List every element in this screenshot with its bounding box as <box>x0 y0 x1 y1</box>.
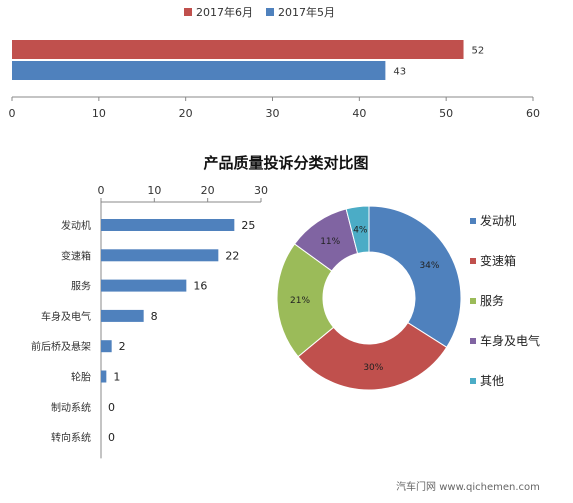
donut-legend-label: 变速箱 <box>480 253 516 268</box>
donut-slice-1 <box>297 321 448 391</box>
donut-slice-0 <box>368 205 462 348</box>
donut-slice-label: 21% <box>290 296 310 306</box>
bar-5 <box>101 370 107 383</box>
bar-category-label: 发动机 <box>61 219 91 232</box>
top-x-tick-label: 10 <box>92 107 106 120</box>
top-x-tick-label: 50 <box>439 107 453 120</box>
complaint-share-donut-chart: 34% 30% 21% 11% 4% <box>276 205 462 391</box>
top-x-tick-label: 20 <box>179 107 193 120</box>
top-comparison-chart: 52 43 0 10 20 30 40 50 60 <box>9 40 540 120</box>
legend-swatch-june <box>184 8 192 16</box>
bar-2 <box>101 279 187 292</box>
bar-value-label: 25 <box>241 219 255 232</box>
top-x-tick-label: 40 <box>352 107 366 120</box>
complaint-category-bar-chart: 0 10 20 30 发动机 25 变速箱 22 服务 16 车身及电气 8 前后桥及悬架 2 轮胎 1 制动系… <box>31 184 268 459</box>
bar-x-tick-label: 10 <box>147 184 161 197</box>
bar-0 <box>101 219 235 231</box>
bar-value-label: 2 <box>119 340 126 353</box>
donut-legend-swatch <box>470 338 476 344</box>
bar-3 <box>101 309 144 322</box>
legend-label-june: 2017年6月 <box>196 5 253 19</box>
bar-category-label: 制动系统 <box>51 401 91 414</box>
donut-legend-swatch <box>470 258 476 264</box>
bar-category-label: 变速箱 <box>61 249 91 262</box>
top-legend: 2017年6月 2017年5月 <box>184 5 335 19</box>
top-x-tick-label: 60 <box>526 107 540 120</box>
top-x-tick-label: 0 <box>9 107 16 120</box>
legend-label-may: 2017年5月 <box>278 5 335 19</box>
bar-value-label: 16 <box>193 280 207 293</box>
chart-title: 产品质量投诉分类对比图 <box>203 154 368 172</box>
donut-legend-label: 车身及电气 <box>480 333 540 348</box>
watermark: 汽车门网 www.qichemen.com <box>396 480 540 493</box>
donut-slice-2 <box>276 243 335 358</box>
donut-legend-label: 服务 <box>480 293 504 308</box>
top-bar-1 <box>12 61 386 80</box>
bar-1 <box>101 249 219 262</box>
bar-category-label: 服务 <box>71 280 91 293</box>
donut-slice-label: 11% <box>320 237 340 247</box>
top-bar-value-1: 43 <box>393 67 406 78</box>
bar-x-tick-label: 20 <box>201 184 215 197</box>
donut-legend-swatch <box>470 378 476 384</box>
bar-x-tick-label: 0 <box>98 184 105 197</box>
donut-slice-label: 30% <box>363 363 383 373</box>
bar-value-label: 0 <box>108 431 115 444</box>
donut-legend-swatch <box>470 298 476 304</box>
legend-swatch-may <box>266 8 274 16</box>
donut-legend-swatch <box>470 218 476 224</box>
donut-legend-label: 其他 <box>480 374 504 388</box>
bar-value-label: 1 <box>113 371 120 384</box>
donut-slice-label: 34% <box>419 261 439 271</box>
donut-slice-label: 4% <box>353 226 368 236</box>
bar-category-label: 轮胎 <box>71 371 91 384</box>
bar-value-label: 8 <box>151 310 158 323</box>
top-bar-0 <box>12 40 464 59</box>
donut-legend-label: 发动机 <box>480 213 516 228</box>
bar-value-label: 0 <box>108 401 115 414</box>
bar-x-tick-label: 30 <box>254 184 268 197</box>
bar-category-label: 车身及电气 <box>41 310 91 323</box>
bar-category-label: 前后桥及悬架 <box>31 340 91 353</box>
top-x-tick-label: 30 <box>266 107 280 120</box>
top-bar-value-0: 52 <box>472 46 485 57</box>
bar-category-label: 转向系统 <box>51 431 91 444</box>
bar-4 <box>101 340 112 353</box>
donut-slice-4 <box>345 205 370 255</box>
bar-value-label: 22 <box>225 249 239 262</box>
